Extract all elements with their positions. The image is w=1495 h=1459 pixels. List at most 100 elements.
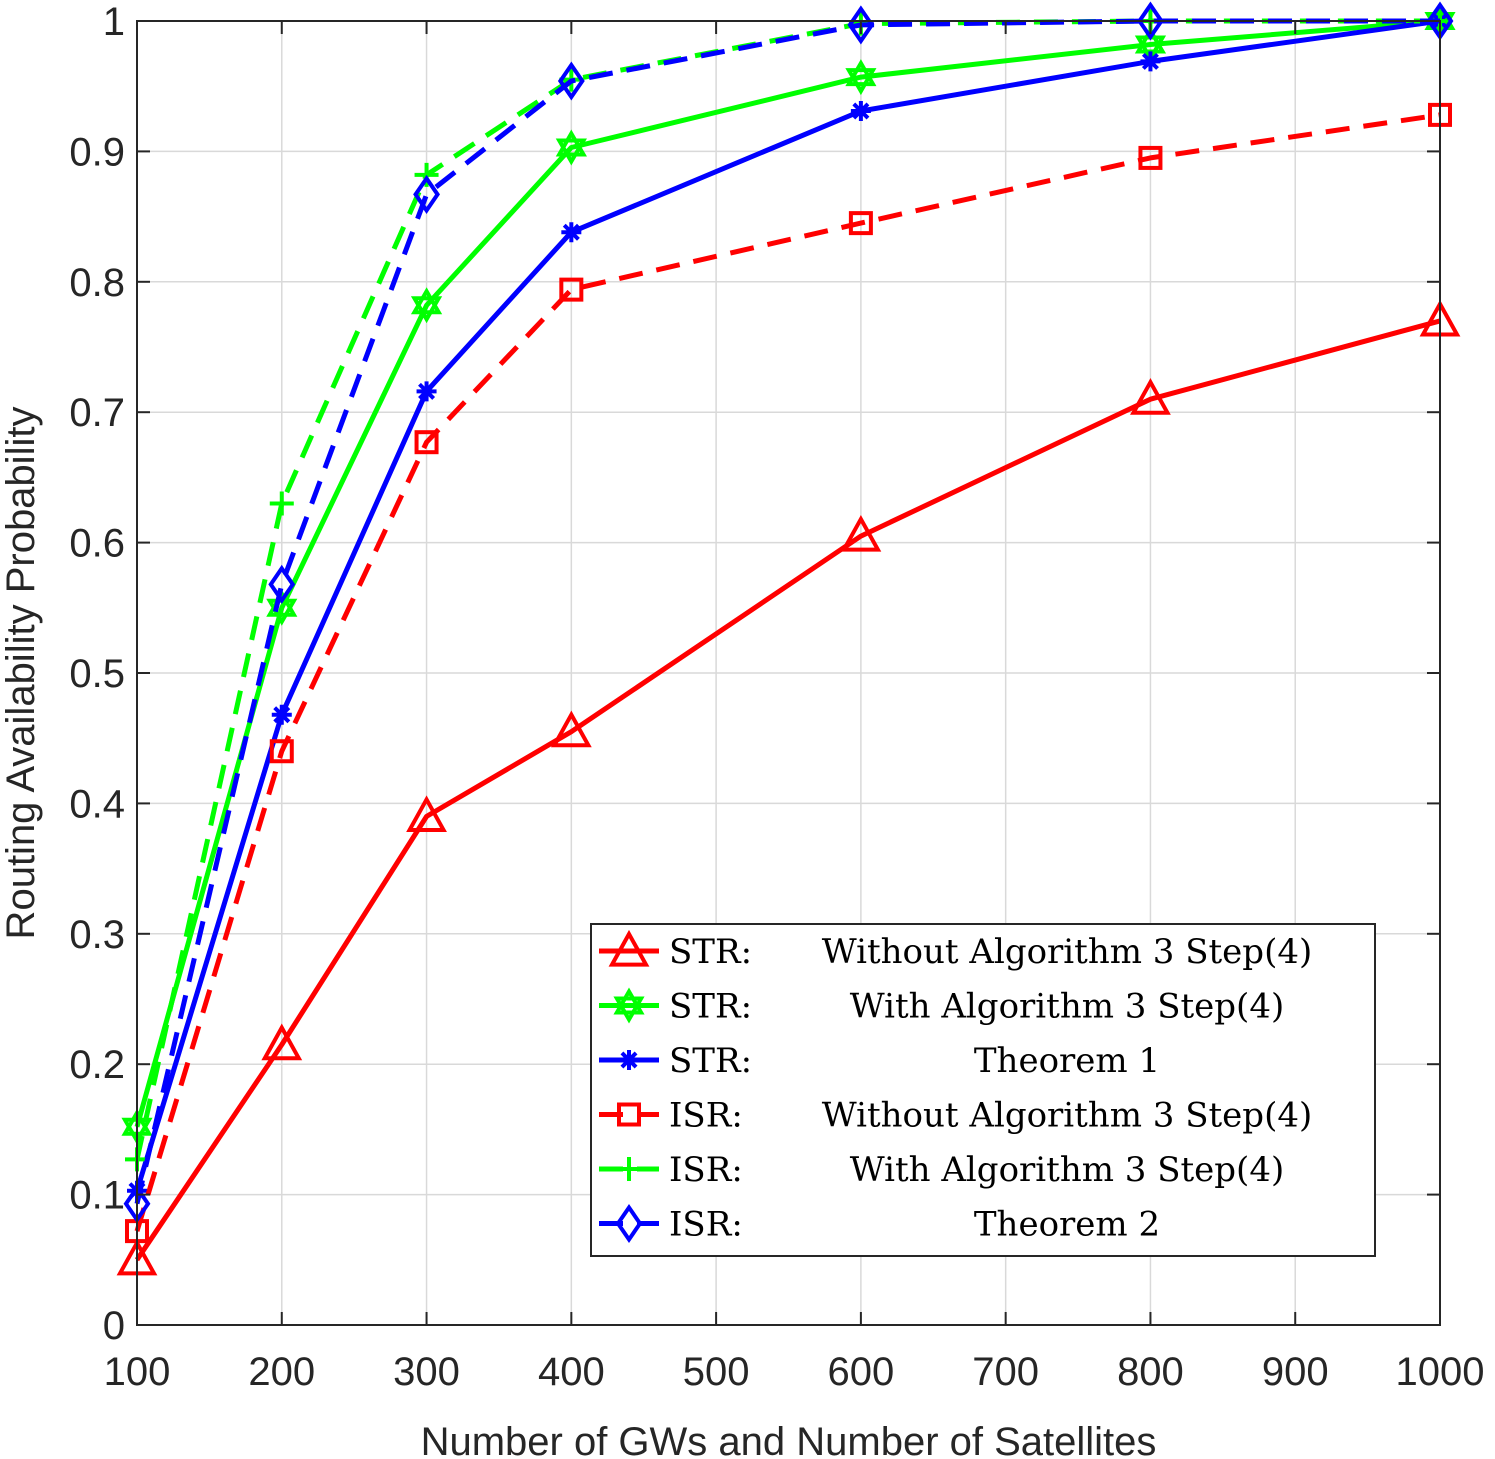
data-point-marker xyxy=(414,430,439,455)
data-point-marker xyxy=(410,287,443,324)
y-tick-label: 0 xyxy=(103,1304,125,1348)
legend-prefix: STR: xyxy=(669,1041,752,1081)
y-tick-label: 0.2 xyxy=(69,1043,125,1087)
triangle-marker xyxy=(550,710,592,748)
data-point-marker xyxy=(608,929,650,967)
asterisk-marker xyxy=(416,381,437,402)
legend-prefix: ISR: xyxy=(669,1096,743,1136)
hexagram-marker xyxy=(410,287,443,315)
legend-box xyxy=(590,923,1376,1257)
data-point-marker xyxy=(269,739,294,764)
tick-labels: 100 200 300 400 500 600 700 800 900 1000 0 0.1 0.2 0.… xyxy=(69,0,1484,1394)
data-point-marker xyxy=(261,1023,303,1061)
legend-entry: ISR: With Algorithm 3 Step(4) xyxy=(599,1150,1284,1190)
data-point-marker xyxy=(617,1157,641,1181)
diamond-marker xyxy=(268,564,296,604)
square-marker xyxy=(269,739,294,764)
x-tick-label: 1000 xyxy=(1396,1350,1485,1394)
asterisk-marker xyxy=(1140,51,1161,72)
data-point-marker xyxy=(617,1102,641,1127)
hexagram-marker xyxy=(555,138,587,166)
data-point-marker xyxy=(613,987,645,1024)
y-tick-label: 0.8 xyxy=(69,261,125,305)
x-tick-label: 400 xyxy=(538,1350,605,1394)
y-tick-label: 0.9 xyxy=(69,130,125,174)
square-marker xyxy=(1138,145,1163,170)
hexagram-marker xyxy=(410,296,443,324)
legend-entry: STR: Without Algorithm 3 Step(4) xyxy=(599,929,1312,972)
asterisk-marker xyxy=(619,1050,639,1070)
hexagram-marker xyxy=(613,987,645,1015)
data-point-marker xyxy=(406,795,447,833)
data-point-marker xyxy=(555,129,587,166)
hexagram-marker xyxy=(613,996,645,1024)
diamond-marker xyxy=(847,5,875,45)
square-marker xyxy=(848,211,873,236)
data-point-marker xyxy=(416,381,437,402)
y-tick-label: 0.6 xyxy=(69,522,125,566)
data-point-marker xyxy=(557,61,585,101)
legend-description: Without Algorithm 3 Step(4) xyxy=(822,1096,1312,1136)
legend-entry: STR: With Algorithm 3 Step(4) xyxy=(599,987,1284,1027)
y-tick-label: 0.3 xyxy=(69,913,125,957)
diamond-marker xyxy=(1137,1,1164,41)
x-tick-label: 200 xyxy=(248,1350,315,1394)
data-point-marker xyxy=(550,710,592,748)
legend-description: Theorem 2 xyxy=(974,1205,1160,1245)
diamond-marker xyxy=(557,61,585,101)
y-tick-label: 0.7 xyxy=(69,391,125,435)
triangle-marker xyxy=(1130,378,1171,415)
asterisk-marker xyxy=(271,704,292,725)
ticks xyxy=(136,20,1441,1326)
square-marker xyxy=(617,1102,641,1127)
series-line xyxy=(134,18,1440,1205)
plus-marker xyxy=(414,162,439,187)
data-point-marker xyxy=(840,514,882,552)
x-tick-label: 100 xyxy=(104,1350,171,1394)
legend-prefix: STR: xyxy=(669,932,752,972)
data-point-marker xyxy=(848,211,873,236)
x-tick-label: 800 xyxy=(1117,1350,1184,1394)
data-point-marker xyxy=(615,1203,643,1244)
legend-prefix: ISR: xyxy=(669,1205,743,1245)
legend-entry: STR: Theorem 1 xyxy=(599,1041,1160,1081)
triangle-marker xyxy=(261,1023,303,1061)
data-point-marker xyxy=(559,277,584,302)
series-layer xyxy=(116,1,1461,1276)
data-point-marker xyxy=(269,491,294,516)
legend-description: Without Algorithm 3 Step(4) xyxy=(822,932,1312,972)
square-marker xyxy=(414,430,439,455)
data-point-marker xyxy=(414,162,439,187)
y-tick-label: 1 xyxy=(103,0,125,44)
x-tick-label: 900 xyxy=(1262,1350,1329,1394)
series-line xyxy=(134,112,1441,1232)
x-tick-label: 500 xyxy=(683,1350,750,1394)
y-tick-label: 0.1 xyxy=(69,1174,125,1218)
x-axis-label: Number of GWs and Number of Satellites xyxy=(421,1420,1157,1459)
data-point-marker xyxy=(268,564,296,604)
series-isr-theorem-2 xyxy=(123,1,1454,1224)
asterisk-marker xyxy=(850,100,871,121)
diamond-marker xyxy=(615,1203,643,1244)
legend-description: Theorem 1 xyxy=(974,1041,1160,1081)
series-isr-without-algorithm-3-step-4- xyxy=(125,102,1452,1244)
legend-entry: ISR: Without Algorithm 3 Step(4) xyxy=(599,1096,1312,1136)
triangle-marker xyxy=(608,929,650,967)
y-tick-label: 0.4 xyxy=(69,782,125,826)
legend-description: With Algorithm 3 Step(4) xyxy=(850,987,1284,1027)
plus-marker xyxy=(617,1157,641,1181)
series-line xyxy=(134,18,1441,1128)
y-tick-label: 0.5 xyxy=(69,652,125,696)
data-point-marker xyxy=(1130,378,1171,415)
data-point-marker xyxy=(413,174,440,214)
legend-prefix: STR: xyxy=(669,987,752,1027)
x-tick-label: 600 xyxy=(828,1350,895,1394)
legend-entry: ISR: Theorem 2 xyxy=(599,1203,1160,1245)
triangle-marker xyxy=(840,514,882,552)
plus-marker xyxy=(269,491,294,516)
series-line xyxy=(134,318,1441,1262)
series-str-without-algorithm-3-step-4- xyxy=(116,299,1461,1276)
hexagram-marker xyxy=(845,68,877,96)
data-point-marker xyxy=(1138,145,1163,170)
